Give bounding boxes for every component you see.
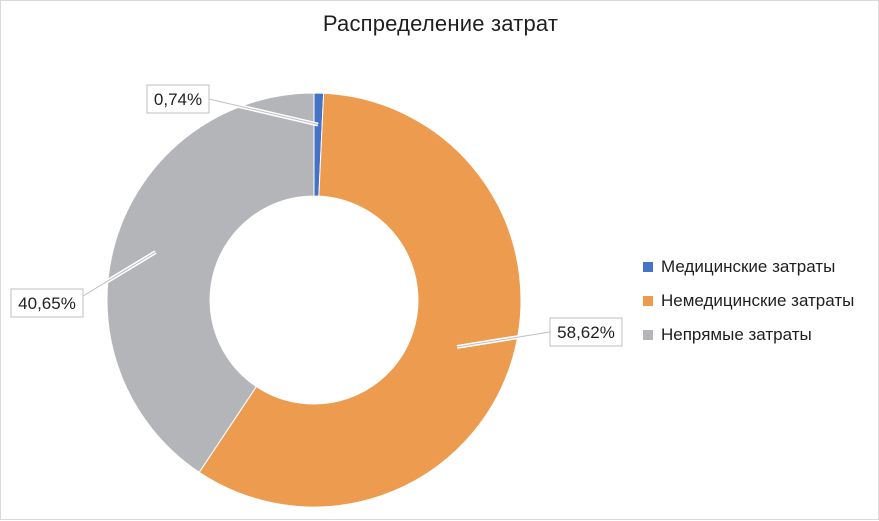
- slice-nonmedical: [198, 92, 522, 508]
- data-label-indirect: 40,65%: [18, 294, 76, 313]
- data-label-box: [10, 288, 84, 318]
- leader-line: [456, 331, 551, 348]
- legend-label-indirect: Непрямые затраты: [661, 325, 812, 344]
- leader-line: [82, 251, 156, 297]
- data-label-box: [146, 84, 210, 114]
- donut-slices: [106, 92, 522, 508]
- leader-line: [208, 98, 319, 126]
- leader-lines: [81, 97, 551, 349]
- legend-item-nonmedical: Немедицинские затраты: [643, 289, 854, 313]
- chart-legend: Медицинские затраты Немедицинские затрат…: [643, 255, 854, 347]
- legend-label-nonmedical: Немедицинские затраты: [661, 291, 855, 310]
- data-labels: 0,74% 58,62% 40,65%: [10, 84, 623, 347]
- legend-item-indirect: Непрямые затраты: [643, 323, 854, 347]
- data-label-nonmedical: 58,62%: [557, 323, 615, 342]
- chart-title: Распределение затрат: [322, 11, 559, 36]
- legend-label-medical: Медицинские затраты: [661, 257, 836, 276]
- legend-swatch-nonmedical: [643, 296, 653, 306]
- legend-swatch-medical: [643, 262, 653, 272]
- data-label-medical: 0,74%: [154, 90, 202, 109]
- data-label-box: [549, 317, 623, 347]
- legend-item-medical: Медицинские затраты: [643, 255, 854, 279]
- slice-indirect: [106, 92, 315, 473]
- legend-swatch-indirect: [643, 330, 653, 340]
